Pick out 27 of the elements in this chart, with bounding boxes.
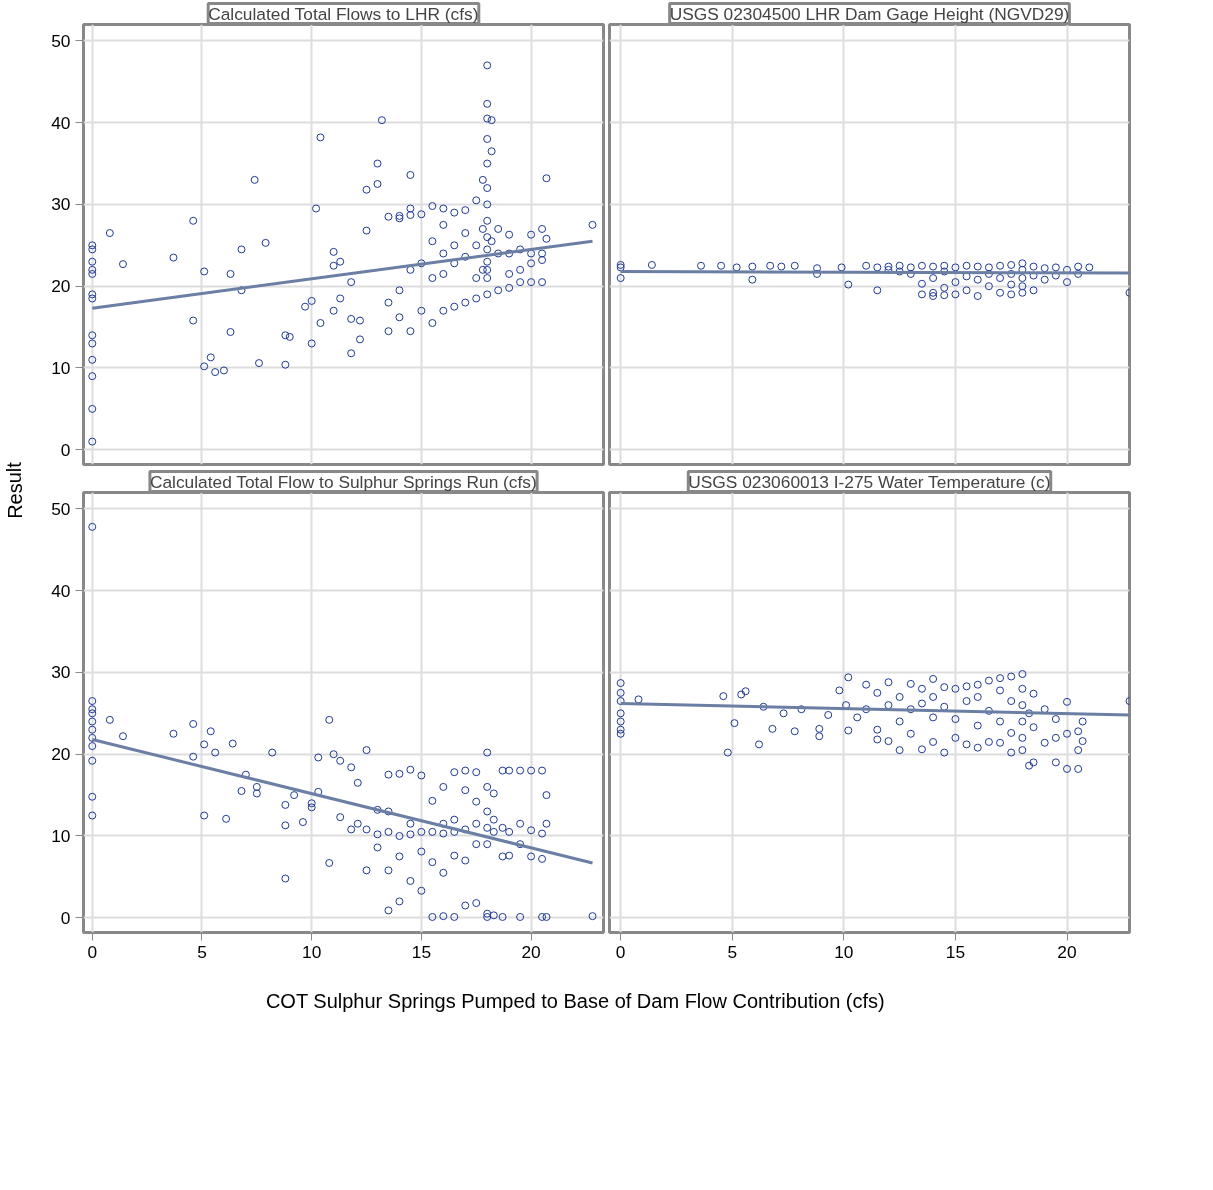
x-tick-label: 15 [945,941,966,962]
y-tick-label: 0 [60,439,71,460]
y-tick-label: 30 [51,194,71,215]
x-tick-label: 20 [521,941,541,962]
y-tick-label: 10 [51,825,71,846]
y-tick-label: 0 [60,907,71,928]
chart-title: Calculated Total Flow to Sulphur Springs Run (cfs) [149,471,537,492]
y-tick-label: 50 [51,30,71,51]
chart-title: Calculated Total Flows to LHR (cfs) [208,3,479,24]
y-tick-label: 40 [51,580,71,601]
y-tick-label: 30 [51,662,71,683]
x-tick-label: 0 [615,941,626,962]
x-tick-label: 15 [411,941,432,962]
y-tick-label: 50 [51,498,71,519]
y-tick-label: 40 [51,112,71,133]
x-tick-label: 0 [87,941,98,962]
x-tick-label: 5 [727,941,738,962]
y-tick-label: 20 [51,744,71,765]
y-tick-label: 10 [51,357,71,378]
x-axis-title: COT Sulphur Springs Pumped to Base of Dam Flow Contribution (cfs) [265,989,885,1012]
chart-title: USGS 023060013 I-275 Water Temperature (c) [688,471,1051,492]
x-tick-label: 5 [197,941,207,962]
x-tick-label: 10 [834,941,854,962]
y-axis-title: Result [3,461,26,519]
x-tick-label: 20 [1057,941,1077,962]
y-tick-label: 20 [51,276,71,297]
x-tick-label: 10 [302,941,322,962]
